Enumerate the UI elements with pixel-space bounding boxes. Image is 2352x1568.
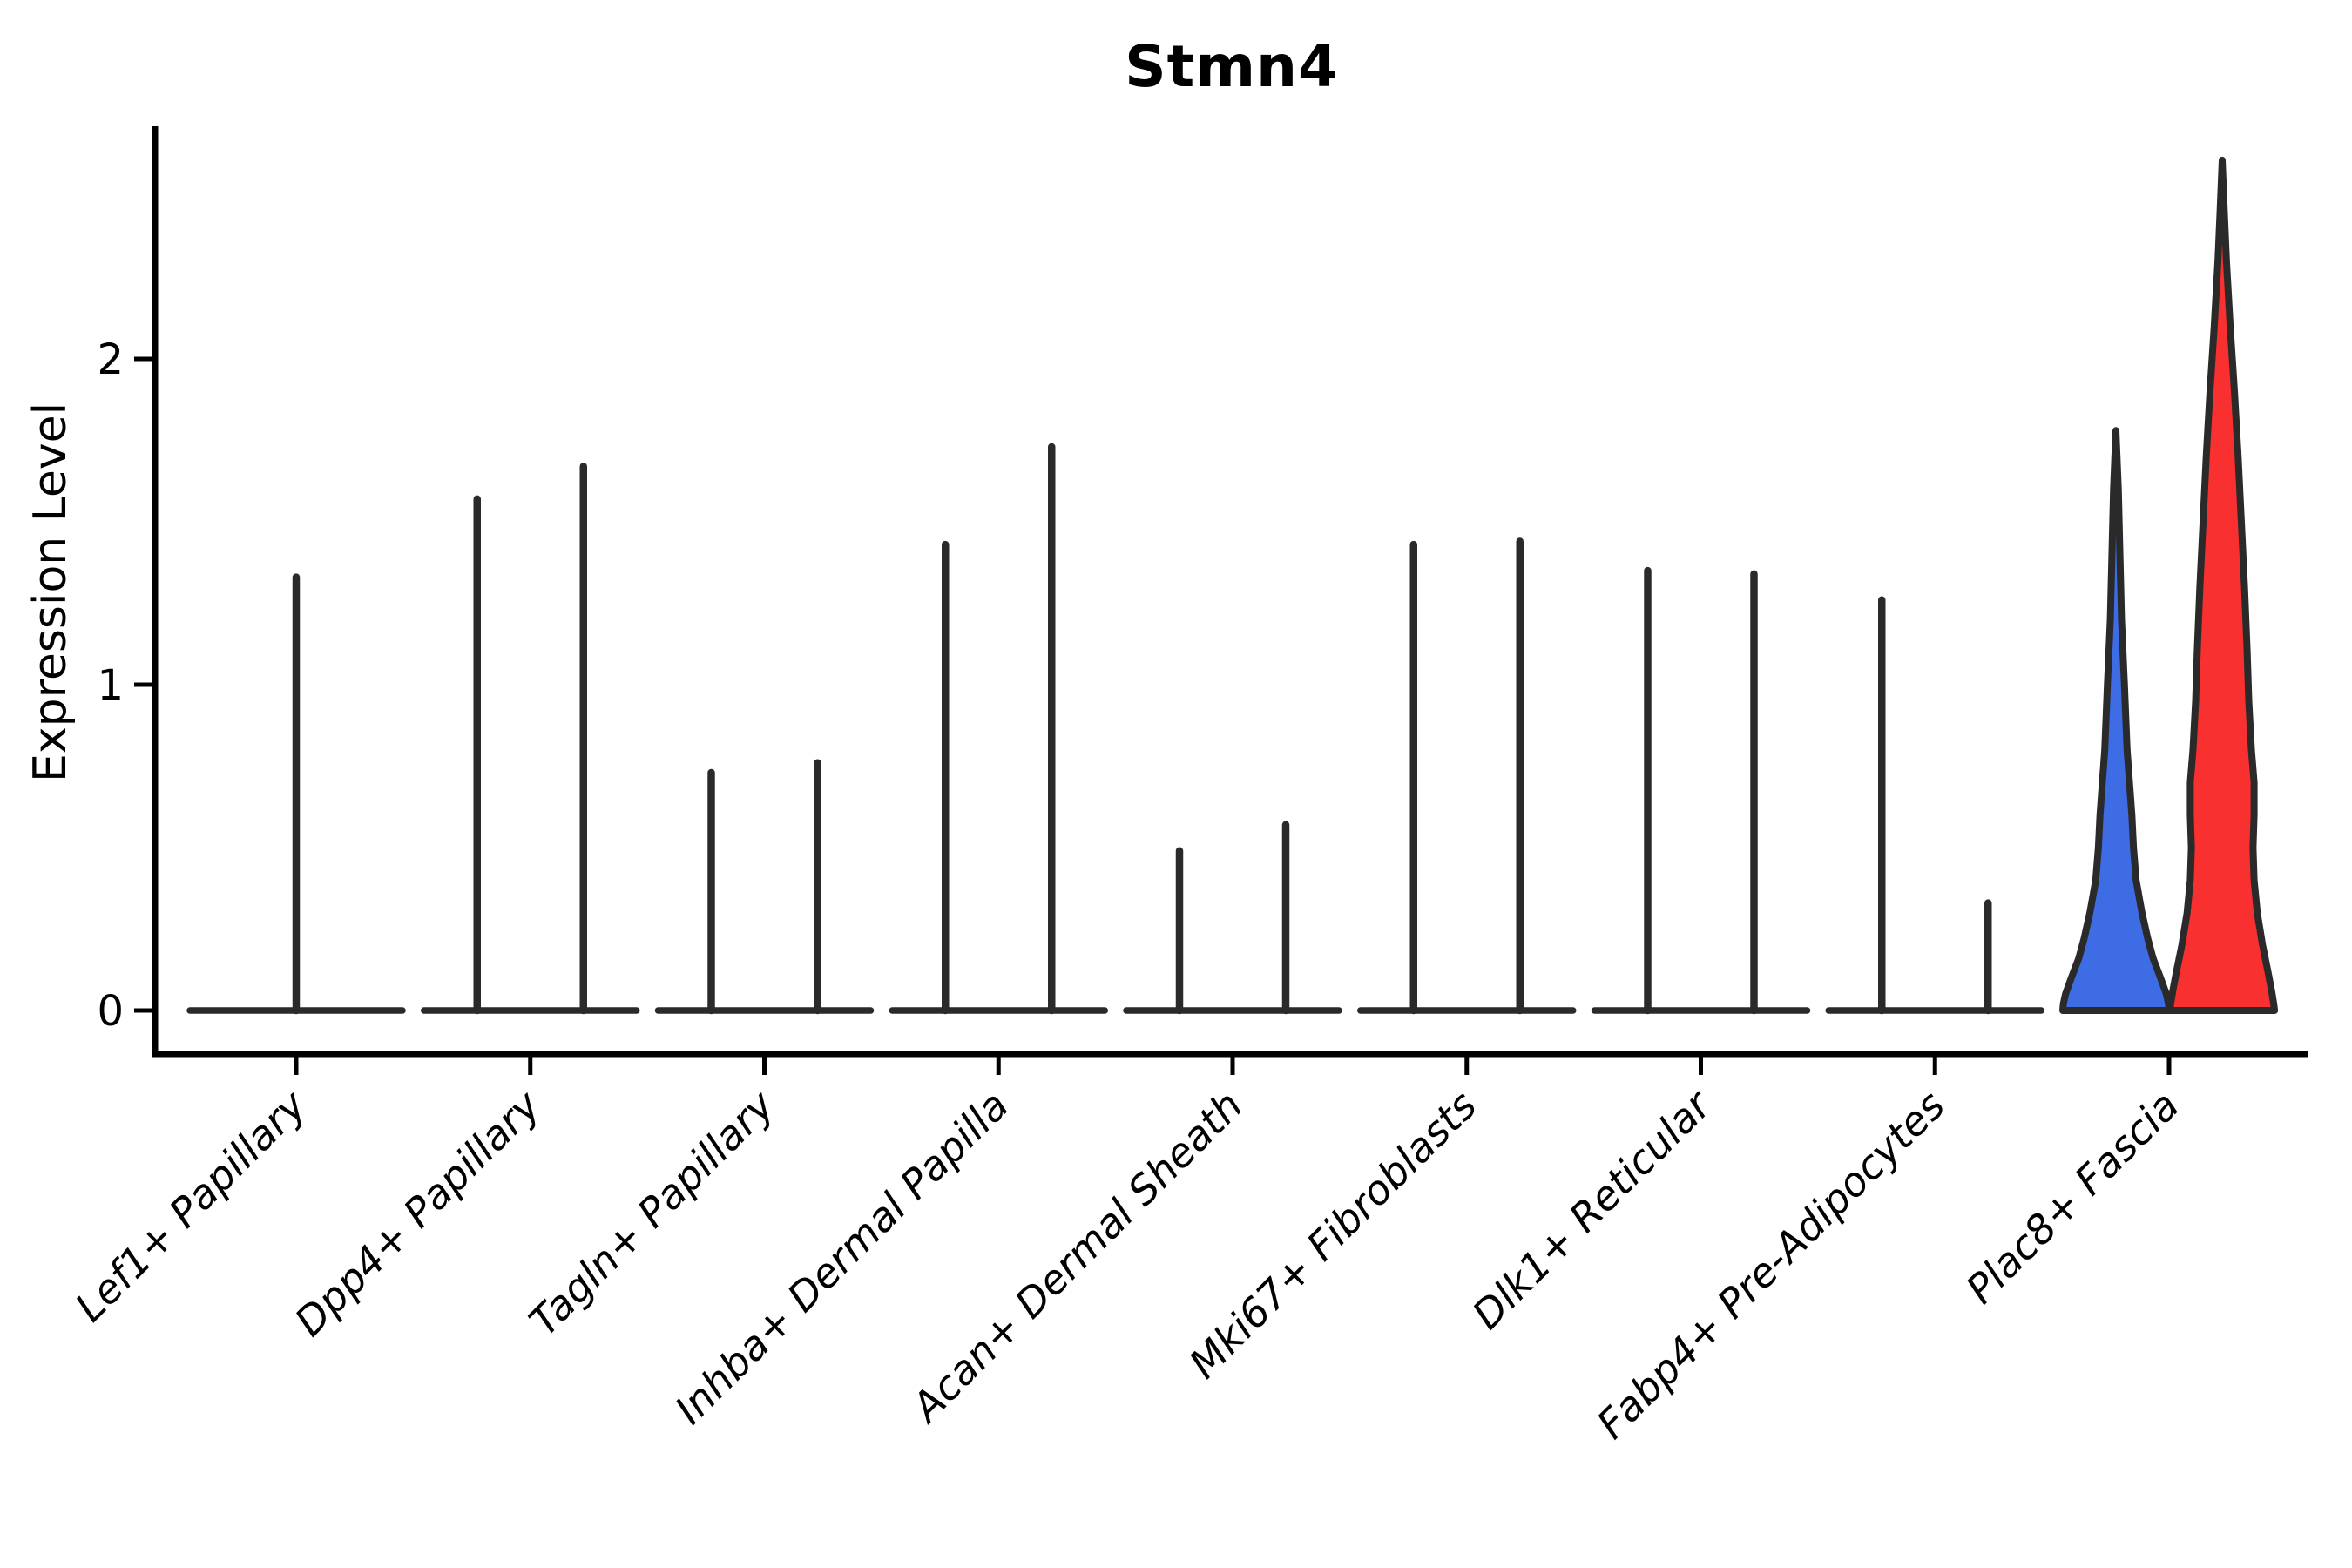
y-tick-label: 2 [97, 335, 124, 384]
y-tick-label: 0 [97, 987, 124, 1036]
violin-category: Dlk1+ Reticular [1463, 566, 1811, 1338]
x-tick-label: Dlk1+ Reticular [1463, 1079, 1722, 1338]
x-tick-label: Dpp4+ Papillary [286, 1081, 550, 1345]
violin-shape [2059, 427, 2173, 1014]
x-tick-label: Lef1+ Papillary [66, 1081, 315, 1330]
y-tick-label: 1 [97, 661, 124, 710]
violin-category: Dpp4+ Papillary [286, 463, 640, 1345]
chart-title: Stmn4 [1125, 33, 1339, 100]
x-tick-label: Tagln+ Papillary [520, 1081, 784, 1345]
violin-category: Plac8+ Fascia [1957, 156, 2279, 1313]
x-tick-label: Plac8+ Fascia [1957, 1082, 2187, 1313]
violin-shape [2166, 156, 2279, 1014]
violin-category: Fabp4+ Pre-Adipocytes [1588, 596, 2044, 1448]
